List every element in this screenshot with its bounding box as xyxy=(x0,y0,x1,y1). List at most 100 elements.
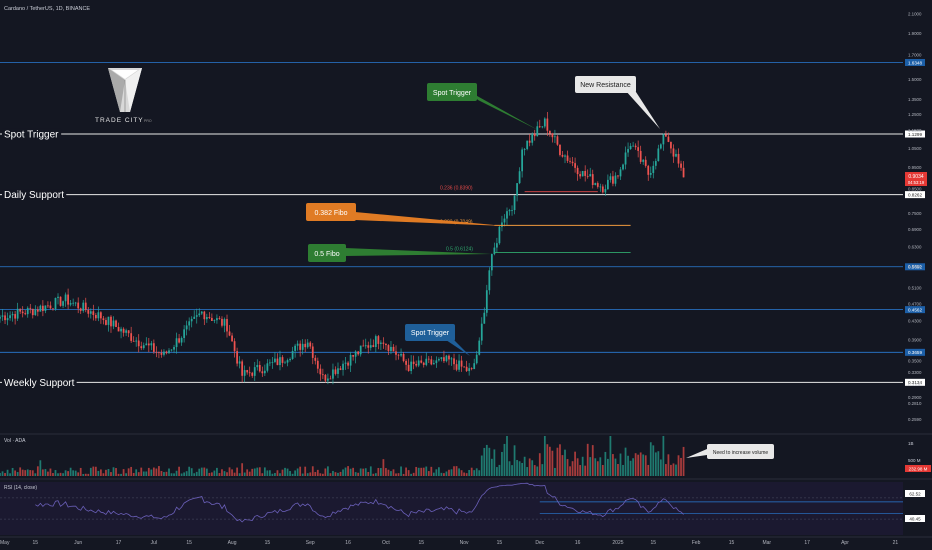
volume-bar xyxy=(223,471,226,476)
volume-bar xyxy=(64,470,67,476)
volume-bar xyxy=(205,468,208,476)
candle xyxy=(304,343,307,348)
candle xyxy=(629,145,632,150)
candle xyxy=(599,186,602,188)
volume-bar xyxy=(296,468,299,476)
candle xyxy=(142,345,145,349)
volume-bar xyxy=(203,467,206,476)
volume-bar xyxy=(677,455,680,476)
candle xyxy=(36,309,39,312)
volume-bar xyxy=(319,473,322,476)
level-badge-2 xyxy=(905,191,925,199)
candle xyxy=(9,315,11,319)
y-tick-label: 1.5000 xyxy=(908,77,922,82)
y-tick-label: 1.1500 xyxy=(908,128,922,133)
volume-bar xyxy=(31,470,34,476)
volume-bar xyxy=(387,469,390,476)
candle xyxy=(324,374,327,381)
volume-bar xyxy=(271,473,274,476)
candle xyxy=(518,171,521,184)
candle xyxy=(311,346,314,358)
candlestick-series[interactable] xyxy=(0,111,685,385)
y-tick-label: 0.6900 xyxy=(908,227,922,232)
x-tick-label: Dec xyxy=(535,540,544,546)
volume-bar xyxy=(52,473,54,476)
volume-bar xyxy=(374,473,377,476)
callout-need-volume[interactable]: Need to increase volume xyxy=(686,444,774,459)
volume-bar xyxy=(659,459,662,476)
candle xyxy=(395,351,397,355)
candle xyxy=(612,176,614,184)
volume-pane[interactable] xyxy=(0,436,685,476)
candle xyxy=(120,328,122,332)
x-tick-label: 17 xyxy=(116,540,122,546)
volume-bar xyxy=(238,473,241,476)
candle xyxy=(193,316,196,319)
volume-bar xyxy=(77,472,80,476)
volume-bar xyxy=(438,467,440,476)
volume-bar xyxy=(193,473,196,476)
volume-bar xyxy=(263,467,266,476)
candle xyxy=(554,136,556,138)
price-pane[interactable] xyxy=(0,433,932,538)
candle xyxy=(97,312,100,319)
candle xyxy=(642,159,645,162)
callout-box xyxy=(575,76,636,93)
volume-bar xyxy=(49,468,52,476)
volume-bar xyxy=(137,472,140,476)
candle xyxy=(569,160,571,162)
callout-pointer xyxy=(686,449,707,458)
volume-bar xyxy=(528,458,531,476)
volume-bar xyxy=(152,467,155,476)
volume-bar xyxy=(639,452,642,476)
volume-bar xyxy=(665,464,667,476)
volume-bar xyxy=(337,472,339,476)
callout-pointer xyxy=(625,90,660,129)
volume-scale-500m: 500 M xyxy=(908,458,921,463)
candle xyxy=(543,118,546,127)
volume-bar xyxy=(465,473,468,476)
callout-text: New Resistance xyxy=(580,82,631,89)
candle xyxy=(11,314,14,316)
candle xyxy=(165,351,168,354)
candle xyxy=(417,360,420,366)
volume-bar xyxy=(359,468,362,476)
volume-bar xyxy=(253,468,256,476)
level-badge-4 xyxy=(905,306,925,314)
callout-spot-trigger-blue[interactable]: Spot Trigger xyxy=(405,324,470,356)
volume-bar xyxy=(1,471,4,476)
volume-scale-1b: 1B xyxy=(908,441,914,446)
candle xyxy=(465,366,468,372)
callout-spot-trigger-green[interactable]: Spot Trigger xyxy=(427,83,538,130)
x-tick-label: 16 xyxy=(345,540,351,546)
candle xyxy=(135,340,138,342)
callout-0382-fibo[interactable]: 0.382 Fibo xyxy=(306,203,505,226)
x-tick-label: May xyxy=(0,540,10,546)
callout-box xyxy=(427,83,477,101)
x-tick-label: Oct xyxy=(382,540,390,546)
volume-bar xyxy=(47,471,49,476)
volume-bar xyxy=(248,471,251,476)
volume-bar xyxy=(506,436,508,476)
volume-bar xyxy=(261,473,264,476)
volume-bar xyxy=(14,470,17,476)
candle xyxy=(614,175,617,184)
rsi-pane[interactable] xyxy=(0,482,903,535)
candle xyxy=(364,345,367,347)
volume-bar xyxy=(533,465,536,476)
candle xyxy=(337,368,339,374)
volume-bar xyxy=(4,473,6,476)
candle xyxy=(185,325,188,330)
volume-bar xyxy=(548,446,551,476)
candle xyxy=(604,189,607,193)
candle xyxy=(659,144,662,149)
volume-bar xyxy=(294,470,296,476)
volume-bar xyxy=(634,453,637,476)
logo-mark-icon xyxy=(108,68,142,112)
candle xyxy=(163,351,165,355)
volume-bar xyxy=(395,473,397,476)
callout-05-fibo[interactable]: 0.5 Fibo xyxy=(308,244,492,262)
candle xyxy=(498,226,501,244)
callout-new-resistance[interactable]: New Resistance xyxy=(575,76,660,129)
